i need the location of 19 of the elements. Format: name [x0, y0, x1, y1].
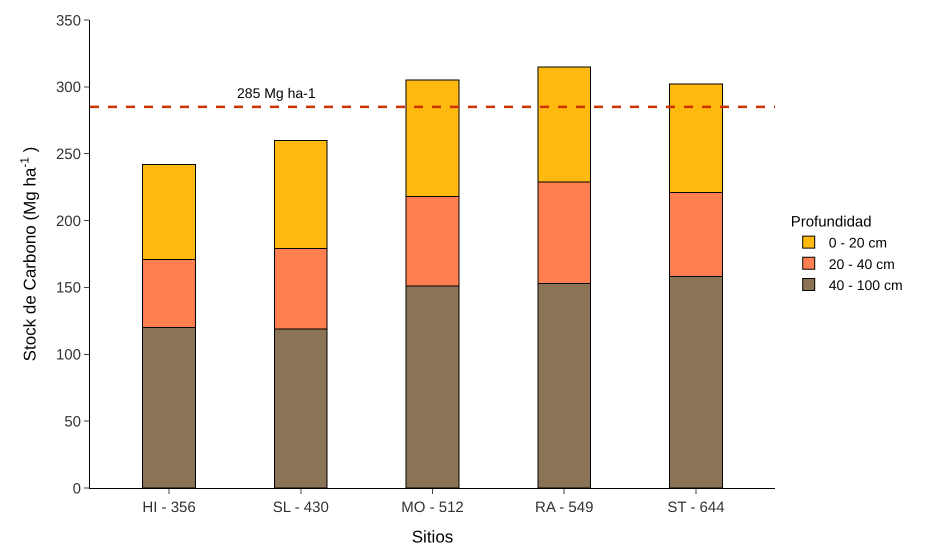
y-tick-label: 350 — [56, 12, 81, 30]
x-tick-label: ST - 644 — [667, 499, 725, 516]
legend-label: 40 - 100 cm — [828, 276, 903, 293]
x-tick-label: SL - 430 — [272, 499, 329, 516]
y-tick-label: 250 — [56, 146, 81, 163]
y-tick-label: 0 — [72, 480, 81, 498]
y-tick-label: 150 — [56, 280, 81, 297]
ref-line-label: 285 Mg ha-1 — [237, 85, 316, 101]
legend-label: 0 - 20 cm — [828, 234, 888, 251]
y-tick-label: 50 — [64, 413, 81, 430]
x-tick-label: HI - 356 — [142, 499, 196, 516]
y-tick-label: 300 — [56, 79, 81, 96]
legend-label: 20 - 40 cm — [828, 256, 895, 272]
legend-title: Profundidad — [790, 214, 872, 230]
x-tick-label: RA - 549 — [535, 499, 594, 516]
x-axis-title: Sitios — [412, 527, 454, 546]
x-tick-label: MO - 512 — [401, 499, 464, 516]
y-tick-label: 100 — [56, 346, 81, 364]
y-tick-label: 200 — [56, 212, 81, 230]
